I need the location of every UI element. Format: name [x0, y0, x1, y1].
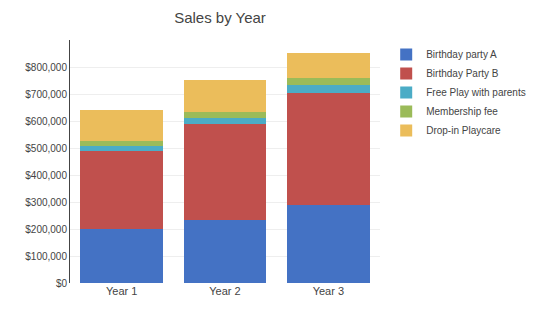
- svg-text:$0: $0: [56, 278, 68, 289]
- svg-text:$800,000: $800,000: [25, 62, 67, 73]
- svg-text:$700,000: $700,000: [25, 89, 67, 100]
- svg-text:Year 1: Year 1: [106, 285, 137, 297]
- svg-text:Birthday party A: Birthday party A: [426, 49, 497, 60]
- svg-text:Birthday Party B: Birthday Party B: [426, 68, 499, 79]
- svg-text:Membership fee: Membership fee: [426, 106, 498, 117]
- svg-text:Sales by Year: Sales by Year: [174, 9, 266, 26]
- svg-text:Free Play with parents: Free Play with parents: [426, 87, 526, 98]
- svg-text:$400,000: $400,000: [25, 170, 67, 181]
- svg-text:$100,000: $100,000: [25, 251, 67, 262]
- svg-text:Year 3: Year 3: [313, 285, 344, 297]
- svg-text:$300,000: $300,000: [25, 197, 67, 208]
- svg-text:Drop-in Playcare: Drop-in Playcare: [426, 125, 501, 136]
- svg-text:$200,000: $200,000: [25, 224, 67, 235]
- svg-text:$600,000: $600,000: [25, 116, 67, 127]
- svg-text:Year 2: Year 2: [209, 285, 240, 297]
- svg-text:$500,000: $500,000: [25, 143, 67, 154]
